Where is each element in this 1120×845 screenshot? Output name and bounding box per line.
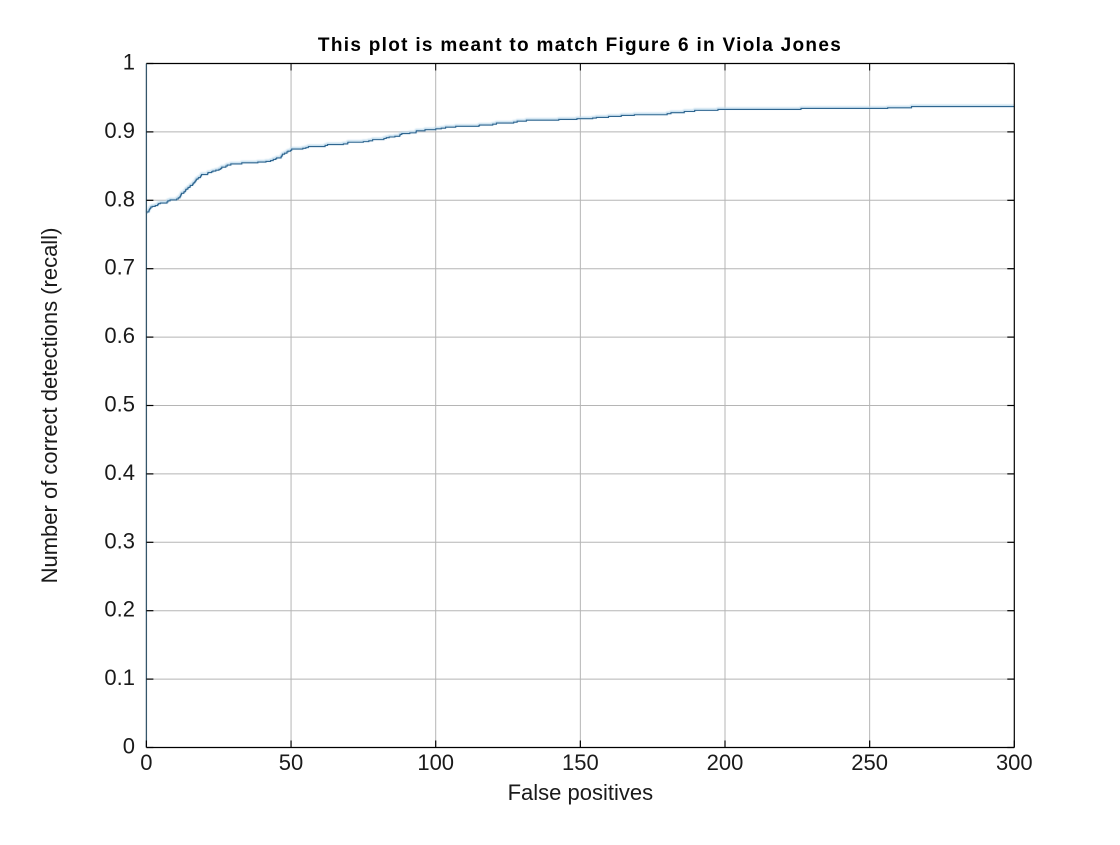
svg-text:300: 300 xyxy=(996,750,1033,775)
svg-text:0.1: 0.1 xyxy=(104,665,135,690)
svg-text:0.5: 0.5 xyxy=(104,392,135,417)
svg-text:0.4: 0.4 xyxy=(104,460,135,485)
svg-text:0.8: 0.8 xyxy=(104,186,135,211)
svg-text:0.2: 0.2 xyxy=(104,597,135,622)
svg-text:This plot is meant to match Fi: This plot is meant to match Figure 6 in … xyxy=(318,35,842,56)
svg-text:0.6: 0.6 xyxy=(104,323,135,348)
svg-text:False positives: False positives xyxy=(508,780,654,805)
svg-text:0: 0 xyxy=(140,750,152,775)
svg-text:200: 200 xyxy=(707,750,744,775)
svg-text:0.7: 0.7 xyxy=(104,255,135,280)
svg-text:0.3: 0.3 xyxy=(104,528,135,553)
svg-text:100: 100 xyxy=(417,750,454,775)
svg-text:1: 1 xyxy=(123,50,135,75)
svg-text:50: 50 xyxy=(279,750,303,775)
svg-text:250: 250 xyxy=(851,750,888,775)
svg-text:0.9: 0.9 xyxy=(104,118,135,143)
svg-text:Number of correct detections (: Number of correct detections (recall) xyxy=(37,228,62,584)
svg-text:0: 0 xyxy=(123,734,135,759)
svg-text:150: 150 xyxy=(562,750,599,775)
